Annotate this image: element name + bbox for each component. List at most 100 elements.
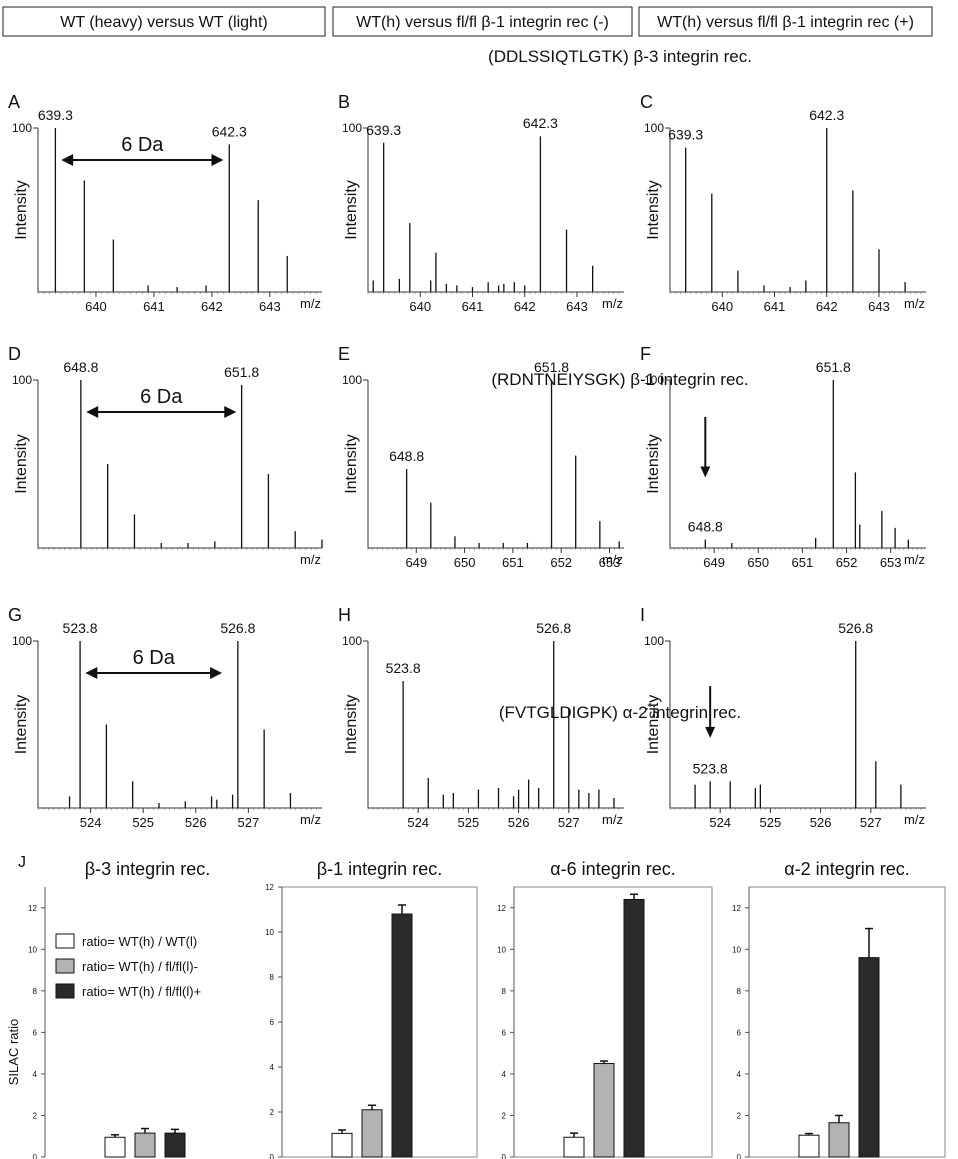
y-tick-label: 0 <box>33 1153 38 1159</box>
y-axis-label: SILAC ratio <box>6 1019 21 1085</box>
panel-letter: D <box>8 344 21 364</box>
shift-arrow-head-right <box>224 406 237 418</box>
x-tick-label: 524 <box>709 815 731 830</box>
panel-letter-J: J <box>18 854 26 871</box>
x-tick-label: 650 <box>454 555 476 570</box>
bar-chart-J1: β-3 integrin rec. 0 2 4 6 8 10 12 SILAC ratio <box>6 859 210 1159</box>
peak-label: 526.8 <box>536 620 571 636</box>
peak-label: 651.8 <box>816 359 851 375</box>
spectrum-panel-I: I 100 Intensity 524 525 526 527 m/z 523.8 526.8 <box>640 605 926 830</box>
y-tick-label: 12 <box>28 904 37 913</box>
y-tick-label: 2 <box>33 1111 38 1120</box>
y-tick-label: 8 <box>270 973 275 982</box>
y-tick-label: 12 <box>732 904 741 913</box>
y-tick-label: 2 <box>270 1108 275 1117</box>
spectrum-panel-B: B 100 Intensity 640 641 642 643 m/z 639.3 642.3 <box>338 92 624 314</box>
peak-label: 642.3 <box>809 107 844 123</box>
x-tick-label: 640 <box>711 299 733 314</box>
peak-label: 648.8 <box>688 519 723 535</box>
peak-label: 523.8 <box>693 760 728 776</box>
row-title-1: (DDLSSIQTLGTK) β-3 integrin rec. <box>488 47 752 66</box>
bar-chart-title: β-3 integrin rec. <box>85 859 210 879</box>
peak-label: 523.8 <box>386 660 421 676</box>
peak-label: 639.3 <box>366 122 401 138</box>
panel-letter: B <box>338 92 350 112</box>
x-tick-label: 525 <box>132 815 154 830</box>
x-axis-label: m/z <box>602 812 623 827</box>
x-tick-label: 640 <box>409 299 431 314</box>
header-box-1 <box>2 6 326 37</box>
header-label-2: WT(h) versus fl/fl β-1 integrin rec (-) <box>356 14 609 31</box>
x-axis-label: m/z <box>300 812 321 827</box>
panel-letter: E <box>338 344 350 364</box>
x-axis-label: m/z <box>300 296 321 311</box>
x-tick-label: 651 <box>502 555 524 570</box>
y-tick-label: 4 <box>33 1070 38 1079</box>
pointer-arrow-head <box>705 726 716 738</box>
mass-spectra: A 100 Intensity 640 641 642 643 m/z 639.3 642.3 6 … <box>8 92 926 830</box>
y-tick-label: 8 <box>737 987 742 996</box>
spectrum-panel-A: A 100 Intensity 640 641 642 643 m/z 639.3 642.3 6 … <box>8 92 322 314</box>
x-tick-label: 642 <box>514 299 536 314</box>
y-axis-label: Intensity <box>645 434 662 494</box>
shift-arrow-head-left <box>85 667 98 679</box>
y-tick-label: 8 <box>33 987 38 996</box>
legend-swatch <box>55 933 75 949</box>
peak-label: 642.3 <box>523 115 558 131</box>
x-tick-label: 527 <box>238 815 260 830</box>
x-axis-label: m/z <box>904 552 925 567</box>
panel-letter: G <box>8 605 22 625</box>
bar <box>134 1132 156 1158</box>
y-tick-label: 6 <box>270 1018 275 1027</box>
x-axis-label: m/z <box>904 812 925 827</box>
y-tick-label: 100 <box>12 634 32 648</box>
y-tick-label: 2 <box>737 1111 742 1120</box>
y-tick-label: 4 <box>270 1063 275 1072</box>
x-tick-label: 649 <box>405 555 427 570</box>
peak-label: 639.3 <box>38 107 73 123</box>
y-tick-label: 10 <box>28 945 37 954</box>
bar <box>593 1063 615 1158</box>
legend-label: ratio= WT(h) / fl/fl(l)+ <box>82 984 201 999</box>
header-box-2 <box>332 6 633 37</box>
peak-label: 651.8 <box>224 364 259 380</box>
bar-chart-title: α-2 integrin rec. <box>784 859 909 879</box>
y-tick-label: 100 <box>644 121 664 135</box>
x-tick-label: 650 <box>747 555 769 570</box>
peak-label: 648.8 <box>389 448 424 464</box>
y-axis-label: Intensity <box>13 695 30 755</box>
y-tick-label: 6 <box>737 1028 742 1037</box>
y-tick-label: 10 <box>265 928 274 937</box>
peak-label: 642.3 <box>212 123 247 139</box>
shift-arrow-head-right <box>211 154 224 166</box>
y-tick-label: 100 <box>644 634 664 648</box>
header-label-1: WT (heavy) versus WT (light) <box>60 14 267 31</box>
legend-swatch <box>55 958 75 974</box>
bar <box>361 1109 383 1158</box>
y-tick-label: 100 <box>342 373 362 387</box>
y-tick-label: 8 <box>502 987 507 996</box>
bar <box>164 1132 186 1158</box>
panel-letter: C <box>640 92 653 112</box>
x-tick-label: 524 <box>407 815 429 830</box>
x-tick-label: 525 <box>458 815 480 830</box>
plot-frame <box>748 886 946 1158</box>
bar <box>563 1136 585 1158</box>
shift-arrow-head-left <box>86 406 99 418</box>
x-tick-label: 526 <box>185 815 207 830</box>
shift-arrow-head-right <box>210 667 223 679</box>
header-box-3 <box>638 6 933 37</box>
y-tick-label: 6 <box>33 1028 38 1037</box>
bar-chart-title: β-1 integrin rec. <box>317 859 442 879</box>
pointer-arrow-head <box>700 466 711 478</box>
y-tick-label: 4 <box>502 1070 507 1079</box>
bar-chart-J4: α-2 integrin rec. 0 2 4 6 8 10 12 <box>732 859 946 1159</box>
y-tick-label: 12 <box>265 883 274 892</box>
spectrum-panel-C: C 100 Intensity 640 641 642 643 m/z 639.3 642.3 <box>640 92 926 314</box>
legend-label: ratio= WT(h) / WT(l) <box>82 934 197 949</box>
x-tick-label: 525 <box>760 815 782 830</box>
peak-label: 651.8 <box>534 359 569 375</box>
x-tick-label: 526 <box>810 815 832 830</box>
